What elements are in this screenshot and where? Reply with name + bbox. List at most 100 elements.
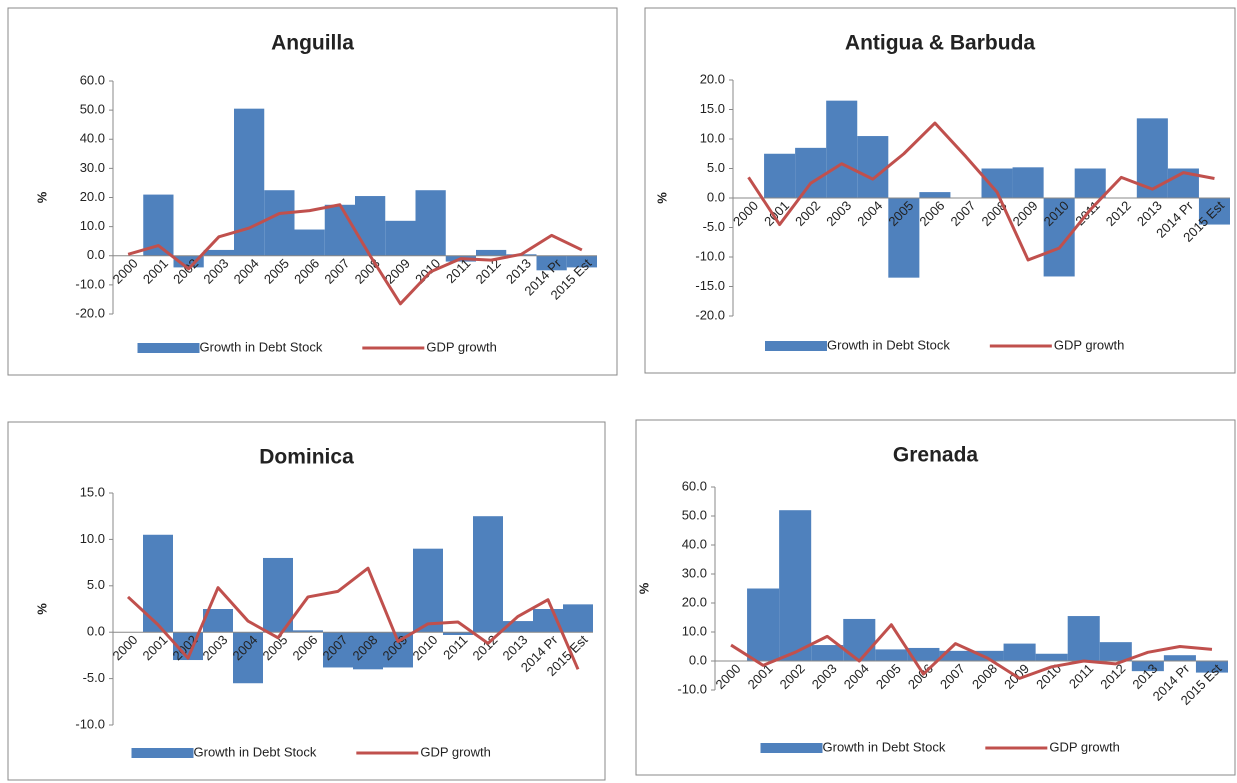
y-tick-label: -10.0: [75, 716, 105, 731]
legend-label: Growth in Debt Stock: [194, 744, 317, 759]
y-tick-label: 20.0: [682, 594, 707, 609]
bar: [323, 632, 353, 668]
y-tick-label: 10.0: [682, 623, 707, 638]
bar: [919, 192, 951, 198]
bar: [1012, 167, 1044, 198]
y-tick-label: -5.0: [703, 219, 725, 234]
bar: [293, 630, 323, 633]
bar: [907, 647, 940, 661]
y-tick-label: 10.0: [80, 218, 105, 233]
bar: [173, 255, 204, 268]
line-series: [730, 623, 1213, 680]
bar: [1074, 168, 1106, 198]
bar: [1198, 198, 1230, 225]
chart-title: Anguilla: [271, 32, 354, 55]
legend-label: GDP growth: [420, 744, 491, 759]
bar: [324, 204, 355, 256]
legend-label: GDP growth: [1049, 739, 1120, 754]
bar: [779, 510, 812, 661]
y-axis-label: %: [636, 582, 651, 594]
y-tick-label: -10.0: [677, 681, 707, 696]
bar: [294, 229, 325, 256]
bar: [263, 557, 293, 633]
bar: [1195, 661, 1228, 673]
y-tick-label: -5.0: [83, 670, 105, 685]
y-tick-label: -20.0: [75, 305, 105, 320]
bar: [503, 621, 533, 633]
y-tick-label: 10.0: [700, 130, 725, 145]
y-tick-label: -10.0: [695, 248, 725, 263]
bar: [443, 632, 473, 635]
y-axis-label: %: [34, 603, 49, 615]
y-tick-label: 5.0: [87, 577, 105, 592]
y-tick-label: 60.0: [682, 478, 707, 493]
legend-label: GDP growth: [1054, 337, 1125, 352]
chart-panel: Antigua & Barbuda% -20.0 -15.0 -10.0 -5.0 0.0…: [644, 7, 1236, 374]
bar: [203, 609, 233, 633]
bar: [536, 255, 567, 271]
bar: [857, 136, 889, 198]
bar: [476, 249, 507, 256]
bar: [1163, 655, 1196, 661]
y-tick-label: -20.0: [695, 307, 725, 322]
line-series: [127, 203, 583, 306]
y-tick-label: -15.0: [695, 278, 725, 293]
y-axis-label: %: [34, 191, 49, 203]
chart-title: Dominica: [259, 446, 354, 469]
bar: [764, 153, 796, 198]
bar: [415, 190, 446, 256]
bar: [811, 645, 844, 661]
bar: [1099, 642, 1132, 661]
y-tick-label: 50.0: [80, 102, 105, 117]
y-tick-label: 50.0: [682, 507, 707, 522]
chart-panel: Grenada% -10.0 0.0 10.0 20.0 30.0 40.0 50.0 60.0…: [635, 419, 1236, 776]
bar: [826, 100, 858, 198]
bar: [473, 516, 503, 633]
legend-swatch: [137, 343, 200, 353]
legend-label: Growth in Debt Stock: [200, 339, 323, 354]
legend-swatch: [760, 743, 823, 753]
chart-title: Grenada: [893, 444, 979, 467]
bar: [143, 534, 173, 633]
bar: [1131, 661, 1164, 672]
bar: [566, 255, 597, 268]
y-tick-label: 40.0: [682, 536, 707, 551]
bar: [1067, 616, 1100, 661]
y-tick-label: 15.0: [700, 101, 725, 116]
bar: [939, 650, 972, 661]
y-tick-label: 20.0: [80, 189, 105, 204]
bar: [795, 147, 827, 198]
chart-title: Antigua & Barbuda: [845, 32, 1035, 55]
line-series: [126, 566, 580, 670]
bar: [747, 588, 780, 661]
y-tick-label: 30.0: [80, 160, 105, 175]
y-tick-label: 15.0: [80, 484, 105, 499]
y-tick-label: 0.0: [87, 624, 105, 639]
y-tick-label: -10.0: [75, 276, 105, 291]
bar: [1003, 643, 1036, 661]
bar: [563, 604, 593, 633]
y-tick-label: 60.0: [80, 72, 105, 87]
bar: [353, 632, 383, 670]
legend-label: GDP growth: [426, 339, 497, 354]
y-tick-label: 30.0: [682, 565, 707, 580]
bar: [234, 108, 265, 256]
chart-panel: Dominica%-10.0-5.00.05.010.015.020002001…: [7, 421, 606, 781]
y-tick-label: 0.0: [87, 247, 105, 262]
line-series: [747, 121, 1215, 262]
y-tick-label: 0.0: [689, 652, 707, 667]
bar: [203, 249, 234, 256]
legend-label: Growth in Debt Stock: [823, 739, 946, 754]
chart-panel: Anguilla% -20.0 -10.0 0.0 10.0 20.0 30.0 40.0 50…: [7, 7, 618, 376]
bar: [888, 198, 920, 278]
y-tick-label: 5.0: [707, 160, 725, 175]
bar: [385, 220, 416, 256]
bar: [233, 632, 263, 684]
bar: [843, 618, 876, 661]
legend-label: Growth in Debt Stock: [827, 337, 950, 352]
legend-swatch: [131, 748, 194, 758]
y-tick-label: 0.0: [707, 189, 725, 204]
bar: [355, 196, 386, 256]
bar: [971, 650, 1004, 661]
